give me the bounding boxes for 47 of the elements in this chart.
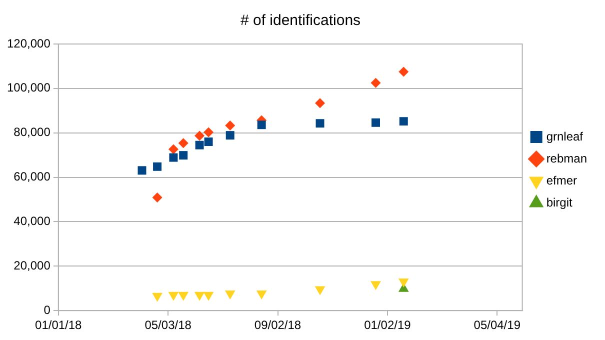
x-tick-label: 05/04/19: [474, 318, 521, 332]
point: [195, 140, 204, 150]
x-tick-label: 01/02/19: [364, 318, 412, 332]
point: [314, 286, 326, 296]
y-tick-label: 100,000: [6, 80, 51, 95]
point: [169, 153, 178, 162]
point: [370, 281, 381, 290]
point: [204, 127, 214, 138]
point: [399, 117, 408, 126]
x-tick-label: 09/02/18: [254, 318, 302, 332]
point: [178, 292, 189, 301]
point: [256, 290, 267, 300]
point: [178, 138, 188, 148]
y-tick-label: 120,000: [6, 36, 51, 50]
point: [204, 138, 213, 146]
point: [372, 118, 380, 127]
point: [152, 292, 162, 302]
point: [179, 151, 188, 160]
point: [194, 292, 205, 301]
point: [225, 120, 236, 131]
point: [152, 192, 162, 203]
point: [194, 130, 205, 141]
chart-title: # of identifications: [240, 12, 361, 30]
point: [138, 166, 146, 175]
y-tick-label: 40,000: [14, 214, 51, 228]
x-tick-label: 05/03/18: [144, 318, 192, 332]
y-tick-label: 20,000: [14, 258, 51, 272]
point: [398, 278, 409, 288]
point: [315, 98, 326, 108]
point: [257, 120, 266, 130]
y-tick-label: 60,000: [14, 170, 51, 184]
point: [224, 290, 236, 300]
y-tick-label: 0: [44, 302, 51, 317]
point: [168, 292, 179, 301]
y-tick-label: 80,000: [14, 125, 51, 140]
legend-label: grnleaf: [546, 129, 584, 144]
point: [168, 144, 178, 154]
point: [398, 66, 409, 77]
legend-label: rebman: [546, 151, 587, 166]
point: [153, 162, 162, 171]
point: [226, 131, 234, 140]
point: [203, 292, 214, 301]
legend-label: birgit: [546, 195, 573, 210]
point: [316, 119, 324, 128]
legend-label: efmer: [546, 173, 577, 188]
point: [370, 78, 381, 88]
x-tick-label: 01/01/18: [35, 318, 82, 332]
